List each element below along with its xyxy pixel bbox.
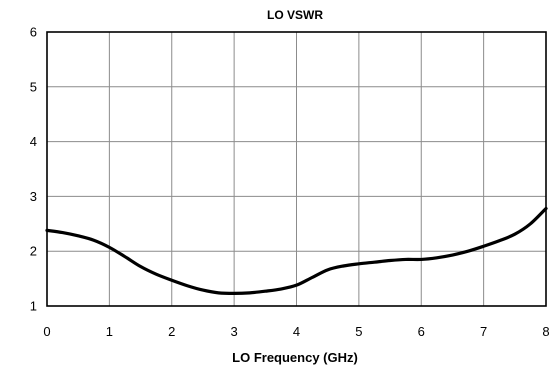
plot-area-frame xyxy=(46,31,547,307)
y-tick-label: 5 xyxy=(30,79,37,94)
y-tick-label: 2 xyxy=(30,244,37,259)
x-axis-title: LO Frequency (GHz) xyxy=(232,350,358,365)
x-tick-label: 4 xyxy=(293,324,300,339)
chart-title: LO VSWR xyxy=(267,8,323,22)
y-tick-label: 1 xyxy=(30,299,37,314)
x-tick-label: 2 xyxy=(168,324,175,339)
x-tick-label: 1 xyxy=(106,324,113,339)
gridlines xyxy=(47,32,546,306)
y-tick-label: 3 xyxy=(30,189,37,204)
x-axis-tick-labels: 0 1 2 3 4 5 6 7 8 xyxy=(43,324,549,339)
x-tick-label: 7 xyxy=(480,324,487,339)
y-axis-tick-labels: 1 2 3 4 5 6 xyxy=(30,25,37,314)
x-tick-label: 8 xyxy=(542,324,549,339)
y-tick-label: 4 xyxy=(30,134,37,149)
x-tick-label: 3 xyxy=(231,324,238,339)
x-tick-label: 5 xyxy=(355,324,362,339)
x-tick-label: 0 xyxy=(43,324,50,339)
series-line-vswr xyxy=(45,206,548,295)
series-layer xyxy=(45,206,548,295)
x-tick-label: 6 xyxy=(418,324,425,339)
y-tick-label: 6 xyxy=(30,25,37,40)
